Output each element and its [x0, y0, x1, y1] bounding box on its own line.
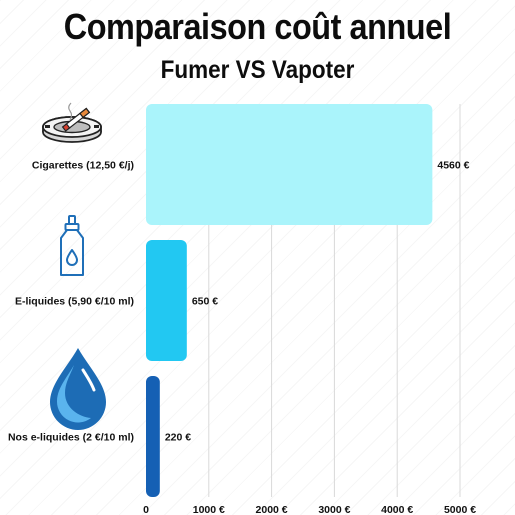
labels: 4560 € Cigarettes (12,50 €/j) 650 € E-liqui… [8, 160, 470, 444]
chart-title: Comparaison coût annuel [63, 6, 452, 47]
bars [146, 104, 433, 497]
x-tick-label: 1000 € [193, 504, 225, 515]
category-label-nos-eliquides: Nos e-liquides (2 €/10 ml) [8, 432, 134, 444]
x-axis-ticks: 0 1000 € 2000 € 3000 € 4000 € 5000 € [143, 504, 476, 515]
x-tick-label: 4000 € [381, 504, 413, 515]
value-label-nos-eliquides: 220 € [165, 432, 191, 444]
bar-eliquides [146, 240, 187, 361]
ashtray-cigarette-icon [42, 102, 102, 143]
bar-cigarettes [146, 104, 433, 225]
bar-nos-eliquides [146, 376, 160, 497]
category-label-eliquides: E-liquides (5,90 €/10 ml) [15, 296, 134, 308]
eliquid-bottle-icon [60, 215, 84, 276]
value-label-eliquides: 650 € [192, 296, 218, 308]
water-drop-icon [50, 348, 106, 430]
x-tick-label: 2000 € [256, 504, 288, 515]
value-label-cigarettes: 4560 € [437, 160, 469, 172]
chart-subtitle: Fumer VS Vapoter [160, 56, 355, 84]
category-label-cigarettes: Cigarettes (12,50 €/j) [32, 160, 134, 172]
x-tick-label: 0 [143, 504, 149, 515]
x-tick-label: 3000 € [318, 504, 350, 515]
x-tick-label: 5000 € [444, 504, 476, 515]
